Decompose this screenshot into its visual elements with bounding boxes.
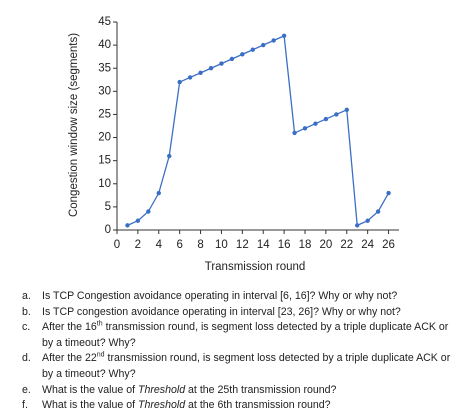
point: [365, 218, 370, 223]
series-line: [127, 34, 390, 227]
question-text: After the 22nd transmission round, is se…: [42, 351, 462, 382]
x-tick-label: 6: [176, 239, 182, 251]
y-tick-label: 0: [105, 224, 111, 236]
question-marker: b.: [22, 305, 31, 318]
point: [250, 47, 255, 52]
question: b. Is TCP congestion avoidance operating …: [22, 305, 462, 321]
text-part: Threshold: [137, 383, 186, 396]
point: [334, 112, 339, 117]
y-tick-label: 40: [98, 39, 111, 51]
x-tick-label: 18: [299, 239, 312, 251]
x-tick-label: 12: [236, 239, 249, 251]
point: [375, 209, 381, 214]
x-tick-label: 4: [156, 239, 163, 251]
text-part: Threshold: [137, 399, 186, 412]
text-part: After the 16: [42, 321, 97, 334]
y-axis-label: Congestion window size (segments): [68, 33, 80, 217]
point: [156, 190, 161, 196]
point: [271, 38, 276, 43]
text-part: What is the value of: [42, 399, 138, 412]
question-text: Is TCP Congestion avoidance operating in…: [42, 289, 462, 305]
point: [167, 153, 172, 159]
text-part: transmission round, is segment loss dete…: [42, 321, 449, 349]
question: f. What is the value of Threshold at the …: [22, 398, 462, 414]
x-tick-label: 8: [197, 239, 203, 251]
y-tick-label: 10: [98, 178, 111, 190]
question: e. What is the value of Threshold at the …: [22, 383, 462, 399]
point: [292, 130, 297, 136]
point: [229, 56, 235, 62]
text-part: Is TCP congestion avoidance operating in…: [42, 305, 401, 318]
x-tick-label: 26: [382, 239, 395, 251]
point: [125, 223, 130, 228]
point: [177, 79, 182, 85]
x-tick-label: 24: [361, 239, 374, 251]
text-part: What is the value of: [42, 383, 138, 396]
question-text: What is the value of Threshold at the 25…: [42, 383, 462, 399]
x-tick-label: 2: [135, 239, 141, 251]
question: d. After the 22nd transmission round, is …: [22, 351, 462, 382]
question-text: Is TCP congestion avoidance operating in…: [42, 305, 462, 321]
point: [302, 126, 308, 131]
x-tick-label: 16: [278, 239, 291, 251]
question-marker: f.: [22, 399, 28, 412]
point: [344, 107, 349, 113]
text-part: at the 6th transmission round?: [185, 399, 331, 412]
text-part: Is TCP Congestion avoidance operating in…: [42, 290, 398, 302]
question-text: What is the value of Threshold at the 6t…: [42, 398, 462, 414]
x-tick-label: 20: [319, 239, 332, 251]
question: a. Is TCP Congestion avoidance operating …: [22, 289, 462, 305]
question: c. After the 16th transmission round, is …: [22, 320, 462, 351]
point: [313, 121, 318, 126]
point: [135, 218, 141, 223]
point: [386, 190, 391, 196]
chart: Transmission round Congestion window siz…: [68, 16, 399, 273]
y-tick-label: 5: [105, 201, 111, 213]
y-tick-label: 25: [98, 108, 111, 120]
point: [281, 33, 287, 39]
y-tick-label: 35: [98, 62, 111, 74]
x-tick-label: 22: [340, 239, 353, 251]
x-tick-label: 0: [114, 239, 120, 251]
question-marker: d.: [22, 352, 31, 365]
x-tick-label: 10: [215, 239, 228, 251]
y-tick-label: 15: [98, 155, 111, 167]
text-part: transmission round, is segment loss dete…: [42, 352, 451, 380]
point: [240, 52, 245, 57]
y-tick-label: 20: [98, 132, 111, 144]
point: [198, 70, 203, 76]
point: [355, 223, 360, 228]
y-tick-label: 45: [98, 16, 111, 28]
text-part: at the 25th transmission round?: [185, 383, 337, 396]
point: [219, 61, 224, 66]
point: [208, 66, 214, 71]
point: [261, 42, 266, 48]
text-part: After the 22: [42, 352, 97, 365]
text-part: nd: [96, 351, 105, 359]
question-marker: c.: [22, 321, 31, 334]
point: [146, 209, 151, 214]
x-tick-label: 14: [257, 239, 270, 251]
text-part: th: [96, 320, 103, 328]
question-marker: a.: [22, 290, 31, 302]
question-marker: e.: [22, 383, 31, 396]
y-tick-label: 30: [98, 85, 111, 97]
questions: a. Is TCP Congestion avoidance operating …: [22, 289, 462, 414]
question-text: After the 16th transmission round, is se…: [42, 320, 462, 351]
point: [323, 116, 329, 122]
x-axis-label: Transmission round: [205, 261, 306, 273]
point: [187, 75, 193, 80]
